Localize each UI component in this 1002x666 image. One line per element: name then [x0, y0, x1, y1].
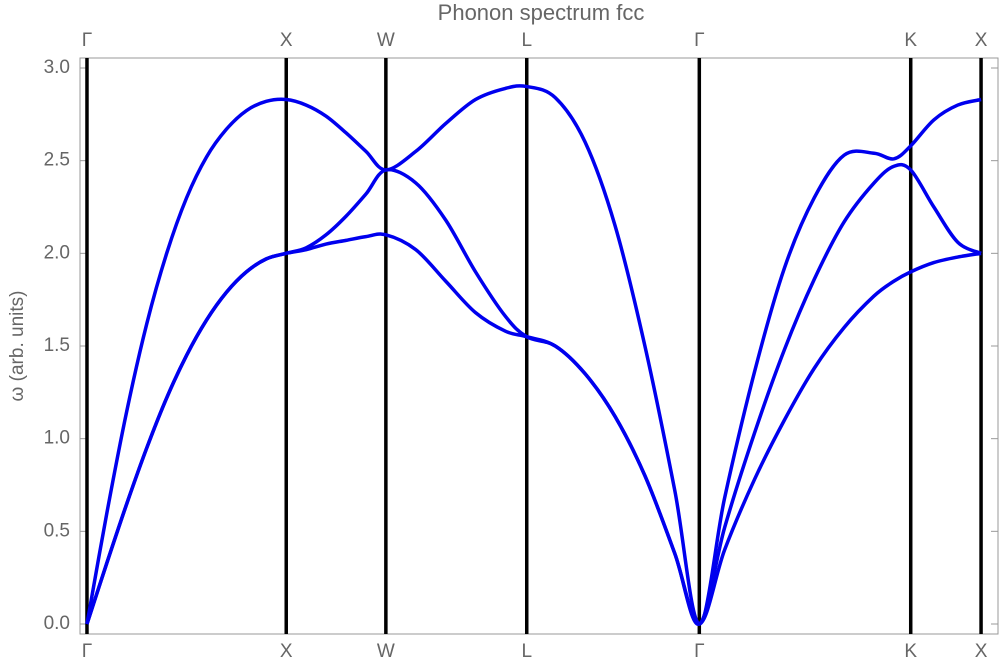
- x-tick-label: W: [377, 641, 395, 662]
- chart-title: Phonon spectrum fcc: [438, 0, 645, 25]
- y-tick-label: 2.5: [44, 150, 70, 171]
- band-line: [85, 232, 982, 626]
- x-tick-label: L: [521, 641, 532, 662]
- x-tick-label-top: Γ: [694, 30, 704, 51]
- x-tick-label-top: X: [280, 30, 293, 51]
- y-tick-label: 0.0: [44, 613, 70, 634]
- x-tick-label: Γ: [82, 641, 92, 662]
- y-tick-label: 3.0: [44, 57, 70, 78]
- band-line: [85, 162, 982, 626]
- y-tick-label: 1.5: [44, 335, 70, 356]
- x-tick-label: K: [904, 641, 917, 662]
- x-tick-label-top: W: [377, 30, 395, 51]
- x-tick-label: X: [280, 641, 293, 662]
- plot-frame: [79, 57, 999, 635]
- band-line: [85, 84, 982, 626]
- x-tick-label-top: L: [521, 30, 532, 51]
- x-tick-label: X: [975, 641, 988, 662]
- x-tick-label-top: Γ: [82, 30, 92, 51]
- y-tick-label: 1.0: [44, 428, 70, 449]
- x-tick-label-top: X: [975, 30, 988, 51]
- x-tick-label: Γ: [694, 641, 704, 662]
- x-tick-label-top: K: [904, 30, 917, 51]
- y-axis-label: ω (arb. units): [7, 291, 28, 402]
- y-tick-label: 2.0: [44, 242, 70, 263]
- y-tick-label: 0.5: [44, 520, 70, 541]
